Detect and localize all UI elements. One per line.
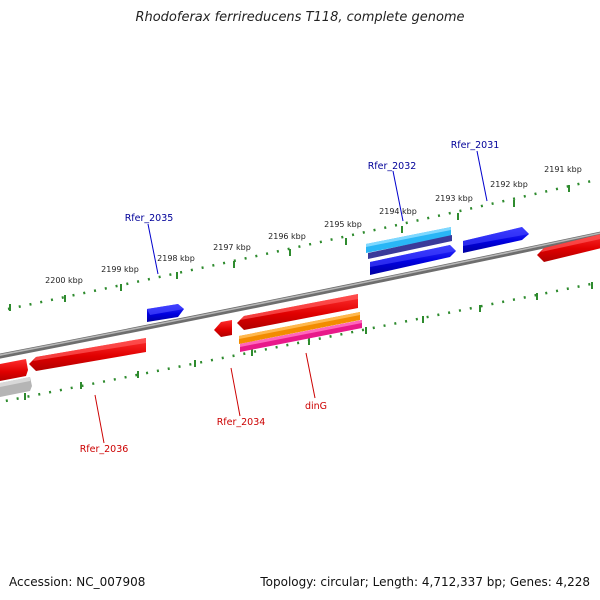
gene-label-rfer-2032[interactable]: Rfer_2032 xyxy=(368,161,417,172)
leader-dinG xyxy=(305,352,316,399)
scale-label-2195: 2195 kbp xyxy=(324,220,362,229)
gene-red-left-edge[interactable] xyxy=(0,359,28,382)
leader-rfer-2036 xyxy=(94,394,105,444)
gene-rfer-2032-navy[interactable] xyxy=(368,235,452,259)
scale-label-2192: 2192 kbp xyxy=(490,180,528,189)
leader-rfer-2035 xyxy=(147,223,159,275)
leader-rfer-2032 xyxy=(392,170,404,222)
scale-label-2193: 2193 kbp xyxy=(435,194,473,203)
leader-rfer-2031 xyxy=(476,150,488,202)
gene-label-rfer-2036[interactable]: Rfer_2036 xyxy=(80,444,129,455)
gene-label-rfer-2031[interactable]: Rfer_2031 xyxy=(451,140,500,151)
gene-red-large[interactable] xyxy=(237,294,358,330)
scale-label-2191: 2191 kbp xyxy=(544,165,582,174)
accession-text: Accession: NC_007908 xyxy=(9,575,146,589)
gene-dinG-orange[interactable] xyxy=(239,312,360,344)
scale-label-2198: 2198 kbp xyxy=(157,254,195,263)
genome-title: Rhodoferax ferrireducens T118, complete … xyxy=(135,10,465,25)
scale-label-2200: 2200 kbp xyxy=(45,276,83,285)
genome-backbone xyxy=(0,231,600,359)
leader-rfer-2034 xyxy=(230,367,241,417)
gene-label-rfer-2035[interactable]: Rfer_2035 xyxy=(125,213,174,224)
scale-label-2197: 2197 kbp xyxy=(213,243,251,252)
gene-blue-small[interactable] xyxy=(147,304,184,322)
gene-label-dinG[interactable]: dinG xyxy=(305,401,327,412)
scale-label-2199: 2199 kbp xyxy=(101,265,139,274)
scale-label-2196: 2196 kbp xyxy=(268,232,306,241)
gene-rfer-2031[interactable] xyxy=(463,227,529,253)
gene-red-right-edge[interactable] xyxy=(537,232,600,262)
gene-rfer-2032-cyan[interactable] xyxy=(366,227,451,253)
lower-scale xyxy=(0,281,597,404)
gene-dinG-magenta[interactable] xyxy=(240,320,362,352)
gene-grey-left-edge[interactable] xyxy=(0,377,32,398)
upper-scale: 2200 kbp 2199 kbp 2198 kbp 2197 kbp 2196… xyxy=(7,165,597,311)
gene-label-rfer-2034[interactable]: Rfer_2034 xyxy=(217,417,266,428)
genome-summary-text: Topology: circular; Length: 4,712,337 bp… xyxy=(260,575,590,589)
gene-rfer-2034[interactable] xyxy=(214,320,232,337)
gene-rfer-2032-blue[interactable] xyxy=(370,245,456,275)
scale-label-2194: 2194 kbp xyxy=(379,207,417,216)
gene-rfer-2036[interactable] xyxy=(29,338,146,371)
